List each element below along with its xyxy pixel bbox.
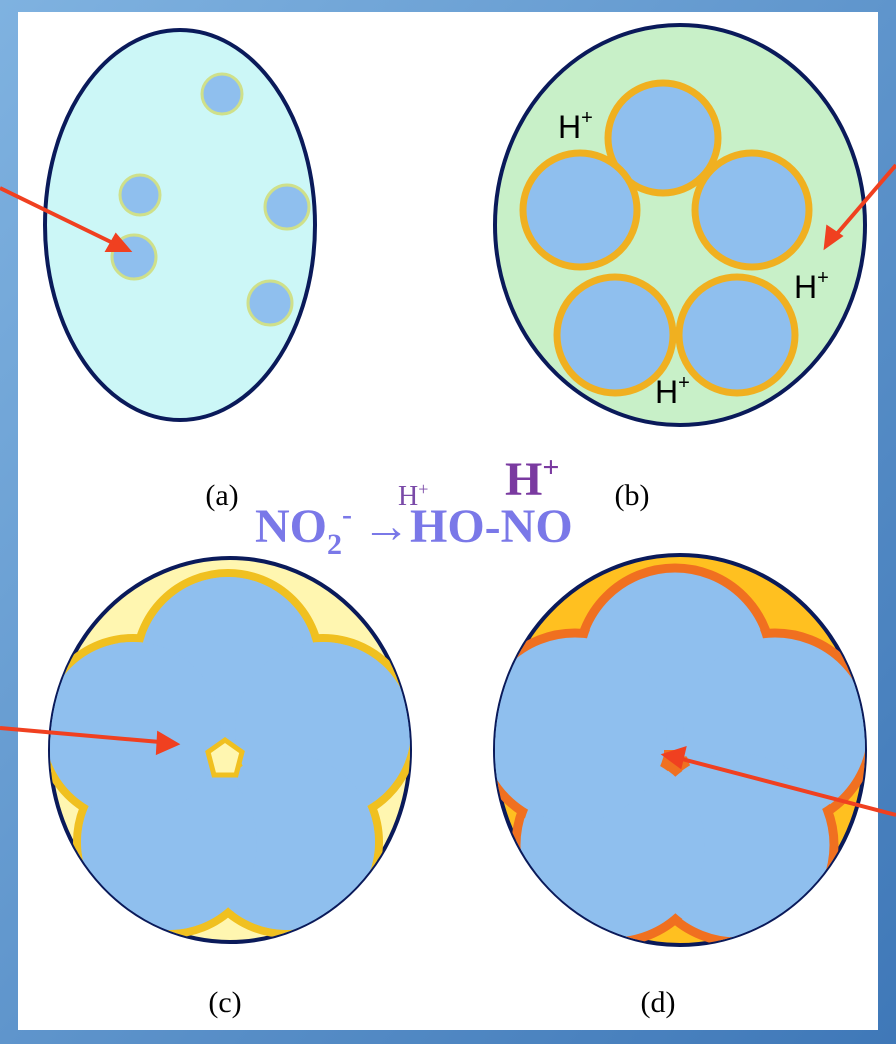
panel-label: (b) bbox=[615, 479, 650, 512]
page: (a) (b) (c) (d) H+ H+ H+ H+ H+ NO2-→HO-N… bbox=[0, 0, 896, 1044]
slide: (a) (b) (c) (d) H+ H+ H+ H+ H+ NO2-→HO-N… bbox=[0, 0, 896, 1044]
equation: NO2-→HO-NO bbox=[255, 498, 573, 561]
panel-label: (c) bbox=[208, 986, 241, 1019]
panel-label: (a) bbox=[205, 479, 238, 512]
panel-label: (d) bbox=[641, 986, 676, 1019]
